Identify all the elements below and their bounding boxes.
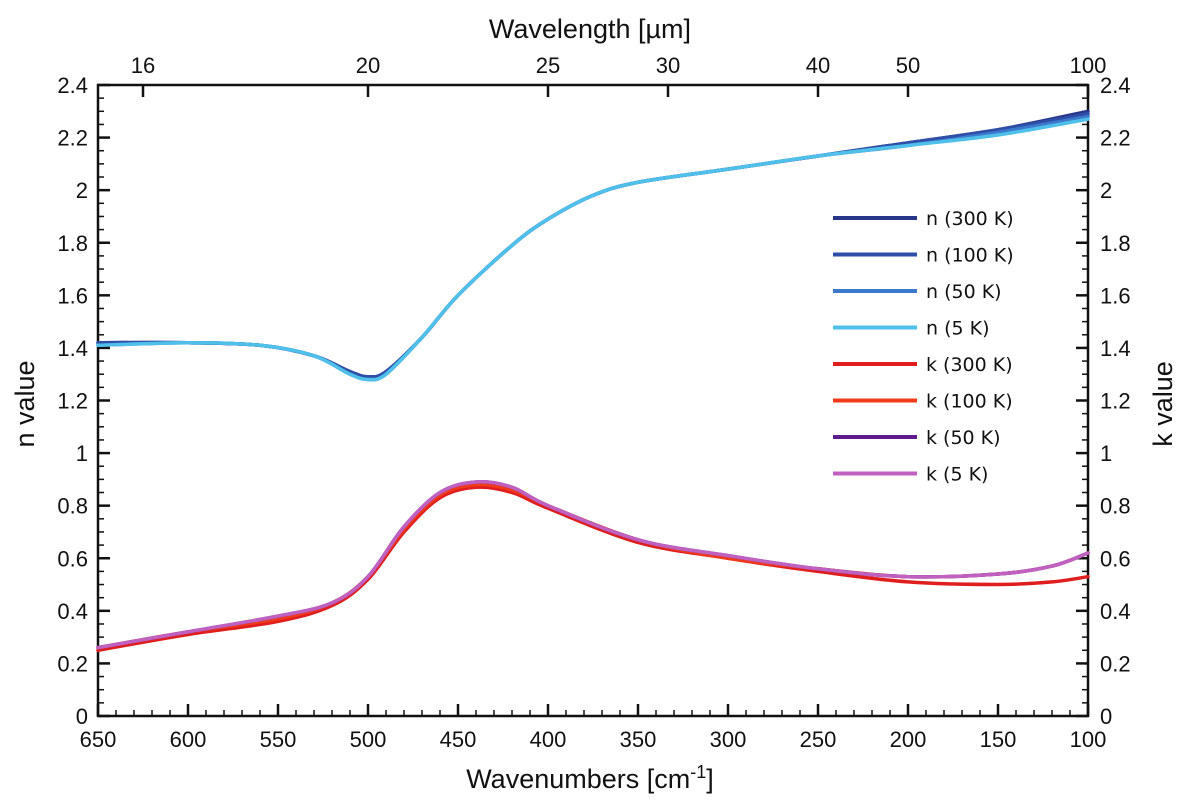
y-tick-label: 1.2 bbox=[57, 389, 88, 414]
y2-tick-label: 0 bbox=[1100, 704, 1112, 729]
x-tick-label: 300 bbox=[710, 727, 747, 752]
bottom-axis-title: Wavenumbers [cm-1] bbox=[466, 762, 714, 794]
x-tick-label: 550 bbox=[260, 727, 297, 752]
series-line-7 bbox=[96, 480, 1090, 650]
legend-label-6: k (50 K) bbox=[926, 427, 1001, 449]
legend-label-3: n (5 K) bbox=[926, 318, 990, 340]
series-line-3 bbox=[96, 117, 1090, 382]
x-tick-label: 500 bbox=[350, 727, 387, 752]
y-tick-label: 0.4 bbox=[57, 599, 88, 624]
y2-tick-label: 1.8 bbox=[1100, 231, 1131, 256]
y-tick-label: 1.6 bbox=[57, 283, 88, 308]
top-axis-title: Wavelength [µm] bbox=[489, 14, 691, 44]
y-tick-label: 1.4 bbox=[57, 336, 88, 361]
top-tick-label: 16 bbox=[131, 53, 155, 78]
top-tick-label: 50 bbox=[896, 53, 920, 78]
x-tick-label: 250 bbox=[800, 727, 837, 752]
series-lines bbox=[96, 109, 1090, 653]
y2-tick-label: 0.2 bbox=[1100, 651, 1131, 676]
y2-tick-label: 0.8 bbox=[1100, 494, 1131, 519]
series-line-4 bbox=[96, 485, 1090, 653]
y2-tick-label: 1 bbox=[1100, 441, 1112, 466]
x-tick-label: 600 bbox=[170, 727, 207, 752]
y2-tick-label: 2 bbox=[1100, 178, 1112, 203]
top-tick-label: 40 bbox=[806, 53, 830, 78]
y2-tick-label: 1.2 bbox=[1100, 389, 1131, 414]
y2-tick-label: 2.2 bbox=[1100, 126, 1131, 151]
y-tick-label: 2.2 bbox=[57, 126, 88, 151]
y-tick-label: 2 bbox=[76, 178, 88, 203]
y2-tick-label: 2.4 bbox=[1100, 73, 1131, 98]
bottom-axis-title-bracket: ] bbox=[706, 764, 714, 794]
x-tick-label: 100 bbox=[1070, 727, 1107, 752]
y2-tick-label: 1.4 bbox=[1100, 336, 1131, 361]
top-tick-label: 25 bbox=[536, 53, 560, 78]
y-tick-label: 1 bbox=[76, 441, 88, 466]
y-tick-label: 0.6 bbox=[57, 546, 88, 571]
y-tick-label: 0.8 bbox=[57, 494, 88, 519]
y-tick-label: 0 bbox=[76, 704, 88, 729]
left-axis-title: n value bbox=[10, 360, 40, 447]
bottom-axis-title-exponent: -1 bbox=[690, 762, 706, 782]
x-tick-label: 150 bbox=[980, 727, 1017, 752]
x-tick-label: 400 bbox=[530, 727, 567, 752]
top-tick-label: 100 bbox=[1070, 53, 1107, 78]
bottom-axis-title-text: Wavenumbers [cm bbox=[466, 764, 690, 794]
top-tick-label: 20 bbox=[356, 53, 380, 78]
legend-label-1: n (100 K) bbox=[926, 245, 1014, 267]
y2-tick-label: 1.6 bbox=[1100, 283, 1131, 308]
y-tick-label: 1.8 bbox=[57, 231, 88, 256]
legend-label-4: k (300 K) bbox=[926, 354, 1013, 376]
y2-tick-label: 0.6 bbox=[1100, 546, 1131, 571]
y-tick-label: 2.4 bbox=[57, 73, 88, 98]
x-tick-label: 650 bbox=[80, 727, 117, 752]
legend-label-2: n (50 K) bbox=[926, 281, 1002, 303]
legend-label-5: k (100 K) bbox=[926, 391, 1013, 413]
legend-label-0: n (300 K) bbox=[926, 208, 1014, 230]
legend: n (300 K) n (100 K) n (50 K) n (5 K) k (300 … bbox=[833, 208, 1014, 486]
x-tick-label: 200 bbox=[890, 727, 927, 752]
x-tick-label: 350 bbox=[620, 727, 657, 752]
y2-tick-label: 0.4 bbox=[1100, 599, 1131, 624]
top-tick-label: 30 bbox=[656, 53, 680, 78]
right-axis-title: k value bbox=[1148, 361, 1178, 447]
legend-label-7: k (5 K) bbox=[926, 464, 988, 486]
y-tick-label: 0.2 bbox=[57, 651, 88, 676]
x-tick-label: 450 bbox=[440, 727, 477, 752]
